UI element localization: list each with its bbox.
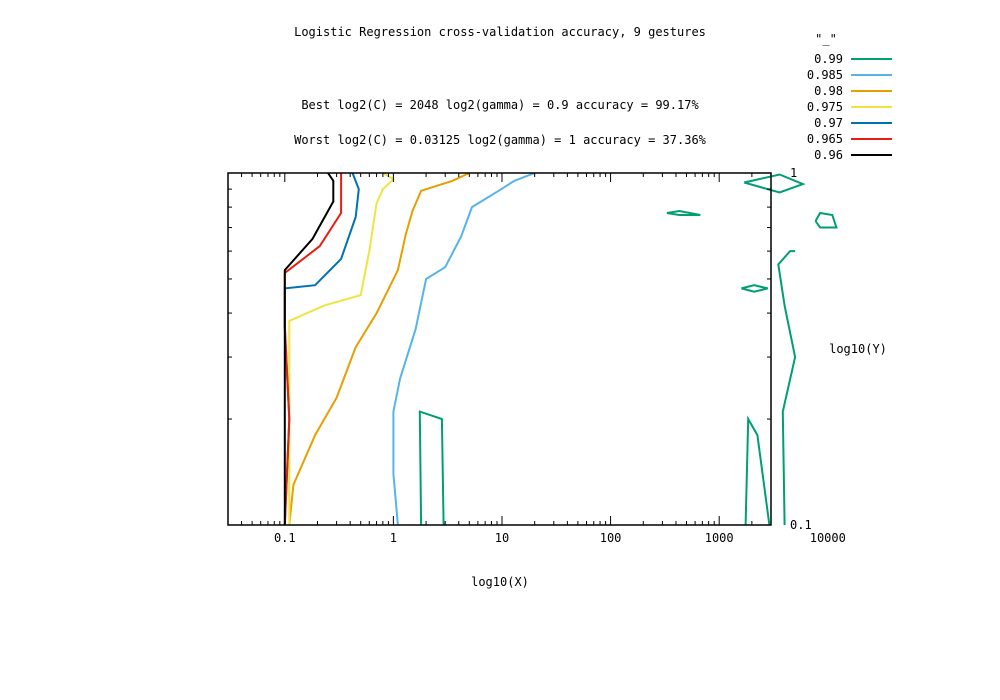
contour-0.99-path-3 <box>741 285 767 292</box>
y-tick-label: 0.1 <box>790 518 812 532</box>
worst-annotation: Worst log2(C) = 0.03125 log2(gamma) = 1 … <box>294 133 707 147</box>
legend-label: 0.99 <box>814 52 843 66</box>
contour-0.99-path-2 <box>778 251 795 525</box>
legend-label: 0.97 <box>814 116 843 130</box>
x-tick-label: 1 <box>390 531 397 545</box>
legend: 0.99 0.985 0.98 0.975 0.97 0.965 0.96 <box>807 52 892 162</box>
legend-label: 0.96 <box>814 148 843 162</box>
x-tick-label: 10000 <box>810 531 846 545</box>
x-tick-label: 100 <box>600 531 622 545</box>
chart-title: Logistic Regression cross-validation acc… <box>294 25 706 39</box>
legend-title: "_" <box>815 32 837 46</box>
legend-label: 0.98 <box>814 84 843 98</box>
contour-0.99-path-6 <box>816 213 837 228</box>
y-tick-label: 1 <box>790 166 797 180</box>
x-tick-label: 1000 <box>705 531 734 545</box>
best-annotation: Best log2(C) = 2048 log2(gamma) = 0.9 ac… <box>301 98 699 112</box>
x-tick-label: 10 <box>495 531 509 545</box>
legend-label: 0.975 <box>807 100 843 114</box>
contour-0.99-path-1 <box>746 419 770 525</box>
contour-0.99-path-0 <box>420 412 444 525</box>
x-axis-label: log10(X) <box>471 575 529 589</box>
contour-0.985-path-0 <box>393 173 534 525</box>
plot-frame <box>228 173 771 525</box>
contour-0.99-path-4 <box>667 211 700 215</box>
contour-lines <box>285 173 837 525</box>
contour-0.96-path-0 <box>285 173 334 525</box>
x-tick-label: 0.1 <box>274 531 296 545</box>
contour-0.975-path-0 <box>289 173 393 525</box>
contour-0.965-path-0 <box>285 173 341 525</box>
legend-label: 0.965 <box>807 132 843 146</box>
contour-0.97-path-0 <box>285 173 359 525</box>
y-axis-label: log10(Y) <box>829 342 887 356</box>
legend-label: 0.985 <box>807 68 843 82</box>
